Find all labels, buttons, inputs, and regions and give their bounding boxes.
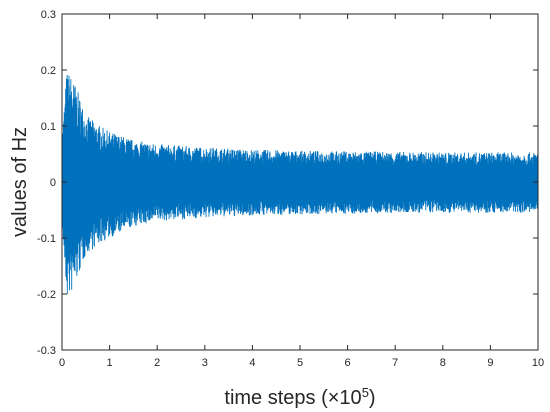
- hz-signal-line: [61, 74, 539, 295]
- x-tick-label: 2: [154, 357, 160, 369]
- y-axis-title: values of Hz: [9, 127, 31, 237]
- y-tick-label: -0.2: [37, 289, 56, 301]
- y-ticks: 0.3 0.2 0.1 0 -0.1 -0.2 -0.3: [37, 9, 538, 357]
- x-tick-label: 7: [392, 357, 398, 369]
- x-tick-label: 10: [532, 357, 544, 369]
- x-tick-label: 6: [345, 357, 351, 369]
- x-axis-exponent: 5: [362, 385, 369, 400]
- y-tick-label: 0.3: [41, 9, 56, 21]
- x-tick-label: 8: [440, 357, 446, 369]
- y-tick-label: -0.3: [37, 345, 56, 357]
- x-tick-label: 4: [249, 357, 255, 369]
- x-axis-title: time steps (×105): [224, 385, 375, 410]
- signal-layer: [61, 74, 539, 295]
- y-tick-label: 0.1: [41, 121, 56, 133]
- y-tick-label: 0: [50, 177, 56, 189]
- x-ticks: 0 1 2 3 4 5 6 7 8 9 10: [59, 14, 544, 369]
- x-tick-label: 3: [202, 357, 208, 369]
- x-tick-label: 0: [59, 357, 65, 369]
- x-tick-label: 9: [487, 357, 493, 369]
- y-tick-label: -0.1: [37, 233, 56, 245]
- y-tick-label: 0.2: [41, 65, 56, 77]
- x-tick-label: 1: [107, 357, 113, 369]
- x-tick-label: 5: [297, 357, 303, 369]
